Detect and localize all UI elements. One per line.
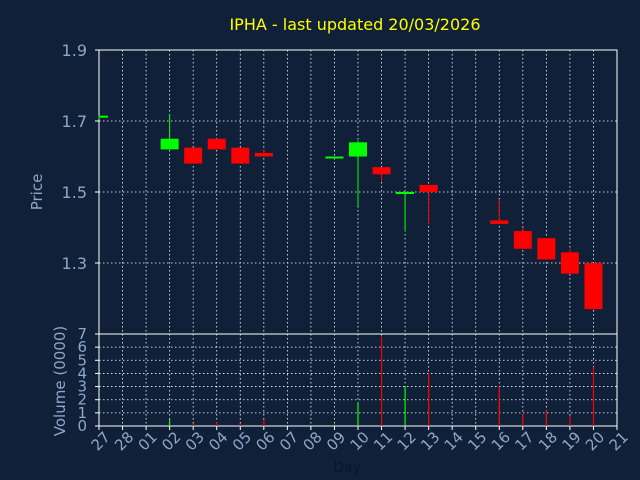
volume-tick-label: 3 [77, 378, 87, 396]
candle-04 [207, 138, 226, 150]
candle-body [490, 220, 509, 224]
candle-20 [584, 263, 603, 310]
candle-body [325, 156, 344, 159]
candle-body [372, 167, 391, 175]
candle-13 [419, 184, 438, 224]
candle-19 [560, 248, 579, 274]
volume-tick-label: 2 [77, 391, 87, 409]
candle-body [231, 147, 250, 164]
candle-03 [184, 147, 203, 164]
candle-10 [349, 140, 367, 207]
volume-tick-label: 0 [77, 417, 87, 435]
candle-09 [325, 156, 344, 159]
chart-title: IPHA - last updated 20/03/2026 [229, 15, 480, 34]
x-tick-labels: 2728010203040506070809101112131415161718… [88, 428, 632, 454]
candle-body [160, 138, 179, 150]
candle-02 [160, 113, 179, 150]
volume-tick-label: 1 [77, 404, 87, 422]
candle-12 [396, 190, 415, 232]
grid-lines [99, 49, 617, 426]
candle-body [419, 184, 438, 192]
price-tick-label: 1.7 [62, 112, 87, 131]
volume-tick-label: 5 [77, 351, 87, 369]
candle-16 [490, 199, 509, 224]
candle-body [537, 238, 556, 260]
volume-bars [169, 336, 595, 426]
x-axis-label: Day [333, 460, 361, 476]
candle-11 [372, 167, 391, 182]
candle-27 [98, 115, 108, 120]
candle-body [560, 252, 579, 274]
candle-body [207, 138, 226, 150]
candlesticks [98, 113, 603, 310]
candle-05 [231, 147, 250, 164]
volume-tick-label: 7 [77, 325, 87, 343]
price-tick-label: 1.3 [62, 254, 87, 273]
candle-body [513, 231, 532, 249]
candle-body [184, 147, 203, 164]
candle-body [396, 192, 415, 194]
volume-tick-label: 6 [77, 338, 87, 356]
candle-body [254, 152, 273, 157]
price-axis-label: Price [28, 174, 46, 211]
price-tick-label: 1.5 [62, 183, 87, 202]
candle-18 [537, 238, 556, 260]
candle-body [99, 115, 108, 118]
candle-body [349, 142, 367, 157]
volume-tick-label: 4 [77, 364, 87, 382]
volume-axis-label: Volume (0000) [51, 326, 69, 436]
price-tick-label: 1.9 [62, 41, 87, 60]
candle-body [584, 263, 603, 310]
candle-06 [254, 149, 273, 157]
candle-17 [513, 227, 532, 249]
